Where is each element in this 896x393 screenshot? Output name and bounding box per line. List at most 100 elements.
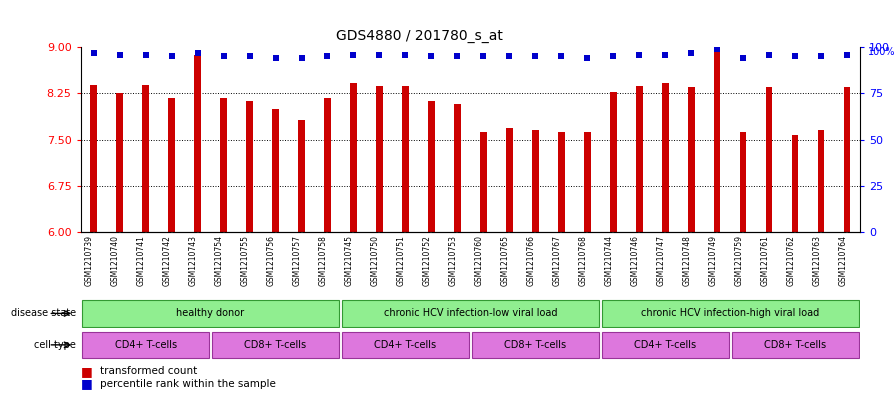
Text: GSM1210741: GSM1210741 bbox=[136, 235, 145, 286]
Bar bbox=[532, 130, 538, 393]
Point bbox=[242, 53, 257, 59]
Text: GSM1210739: GSM1210739 bbox=[84, 235, 93, 286]
Point bbox=[840, 51, 855, 58]
Bar bbox=[506, 129, 513, 393]
Bar bbox=[341, 300, 599, 327]
Text: percentile rank within the sample: percentile rank within the sample bbox=[100, 378, 276, 389]
Point bbox=[762, 51, 777, 58]
Bar bbox=[740, 132, 746, 393]
Point bbox=[451, 53, 465, 59]
Text: cell type: cell type bbox=[34, 340, 76, 350]
Point bbox=[814, 53, 829, 59]
Bar bbox=[454, 104, 461, 393]
Bar bbox=[82, 332, 210, 358]
Point bbox=[503, 53, 517, 59]
Text: GSM1210745: GSM1210745 bbox=[344, 235, 353, 286]
Bar bbox=[610, 92, 616, 393]
Text: 100%: 100% bbox=[868, 47, 895, 57]
Text: ■: ■ bbox=[81, 377, 92, 390]
Text: GSM1210751: GSM1210751 bbox=[396, 235, 405, 286]
Bar bbox=[844, 87, 850, 393]
Point bbox=[555, 53, 569, 59]
Point bbox=[711, 46, 725, 52]
Bar bbox=[220, 98, 227, 393]
Bar bbox=[402, 86, 409, 393]
Point bbox=[529, 53, 543, 59]
Text: CD8+ T-cells: CD8+ T-cells bbox=[764, 340, 826, 350]
Bar bbox=[168, 98, 175, 393]
Text: GSM1210764: GSM1210764 bbox=[838, 235, 848, 286]
Point bbox=[295, 55, 309, 61]
Text: GSM1210760: GSM1210760 bbox=[474, 235, 484, 286]
Text: GSM1210767: GSM1210767 bbox=[552, 235, 561, 286]
Bar bbox=[558, 132, 564, 393]
Point bbox=[373, 51, 387, 58]
Text: GSM1210744: GSM1210744 bbox=[604, 235, 614, 286]
Bar bbox=[471, 332, 599, 358]
Point bbox=[607, 53, 621, 59]
Text: chronic HCV infection-high viral load: chronic HCV infection-high viral load bbox=[642, 309, 819, 318]
Point bbox=[685, 50, 699, 56]
Bar bbox=[350, 83, 357, 393]
Point bbox=[191, 50, 205, 56]
Bar bbox=[688, 87, 694, 393]
Text: chronic HCV infection-low viral load: chronic HCV infection-low viral load bbox=[383, 309, 557, 318]
Text: CD8+ T-cells: CD8+ T-cells bbox=[245, 340, 306, 350]
Text: GSM1210752: GSM1210752 bbox=[422, 235, 432, 286]
Text: GSM1210743: GSM1210743 bbox=[188, 235, 197, 286]
Text: GSM1210753: GSM1210753 bbox=[448, 235, 457, 286]
Point bbox=[321, 53, 335, 59]
Bar bbox=[376, 86, 383, 393]
Bar bbox=[272, 109, 279, 393]
Point bbox=[113, 51, 127, 58]
Text: GSM1210765: GSM1210765 bbox=[500, 235, 509, 286]
Text: transformed count: transformed count bbox=[100, 366, 198, 376]
Bar bbox=[766, 87, 772, 393]
Point bbox=[659, 51, 673, 58]
Bar bbox=[662, 83, 668, 393]
Text: CD4+ T-cells: CD4+ T-cells bbox=[634, 340, 696, 350]
Bar bbox=[792, 134, 798, 393]
Bar bbox=[90, 85, 97, 393]
Text: CD4+ T-cells: CD4+ T-cells bbox=[115, 340, 177, 350]
Point bbox=[399, 51, 413, 58]
Bar bbox=[211, 332, 340, 358]
Bar bbox=[116, 94, 123, 393]
Bar bbox=[601, 332, 729, 358]
Point bbox=[788, 53, 803, 59]
Text: GSM1210768: GSM1210768 bbox=[578, 235, 588, 286]
Point bbox=[217, 53, 231, 59]
Text: ■: ■ bbox=[81, 365, 92, 378]
Text: CD4+ T-cells: CD4+ T-cells bbox=[375, 340, 436, 350]
Text: GSM1210763: GSM1210763 bbox=[812, 235, 821, 286]
Text: healthy donor: healthy donor bbox=[177, 309, 245, 318]
Text: GSM1210758: GSM1210758 bbox=[318, 235, 328, 286]
Text: GSM1210742: GSM1210742 bbox=[162, 235, 172, 286]
Text: GSM1210748: GSM1210748 bbox=[682, 235, 692, 286]
Text: GSM1210740: GSM1210740 bbox=[110, 235, 120, 286]
Text: GSM1210757: GSM1210757 bbox=[292, 235, 301, 286]
Text: GSM1210762: GSM1210762 bbox=[786, 235, 796, 286]
Text: GSM1210746: GSM1210746 bbox=[630, 235, 640, 286]
Point bbox=[425, 53, 439, 59]
Point bbox=[581, 55, 595, 61]
Bar bbox=[714, 50, 720, 393]
Point bbox=[165, 53, 179, 59]
Point bbox=[138, 51, 152, 58]
Bar bbox=[142, 85, 149, 393]
Point bbox=[86, 50, 100, 56]
Point bbox=[477, 53, 491, 59]
Point bbox=[347, 51, 361, 58]
Bar bbox=[298, 120, 305, 393]
Bar bbox=[324, 98, 331, 393]
Bar bbox=[194, 55, 201, 393]
Bar bbox=[636, 86, 642, 393]
Text: GSM1210761: GSM1210761 bbox=[760, 235, 769, 286]
Bar bbox=[601, 300, 859, 327]
Point bbox=[633, 51, 647, 58]
Text: GSM1210754: GSM1210754 bbox=[214, 235, 224, 286]
Bar bbox=[82, 300, 340, 327]
Text: GDS4880 / 201780_s_at: GDS4880 / 201780_s_at bbox=[336, 29, 503, 43]
Text: GSM1210750: GSM1210750 bbox=[370, 235, 380, 286]
Point bbox=[737, 55, 751, 61]
